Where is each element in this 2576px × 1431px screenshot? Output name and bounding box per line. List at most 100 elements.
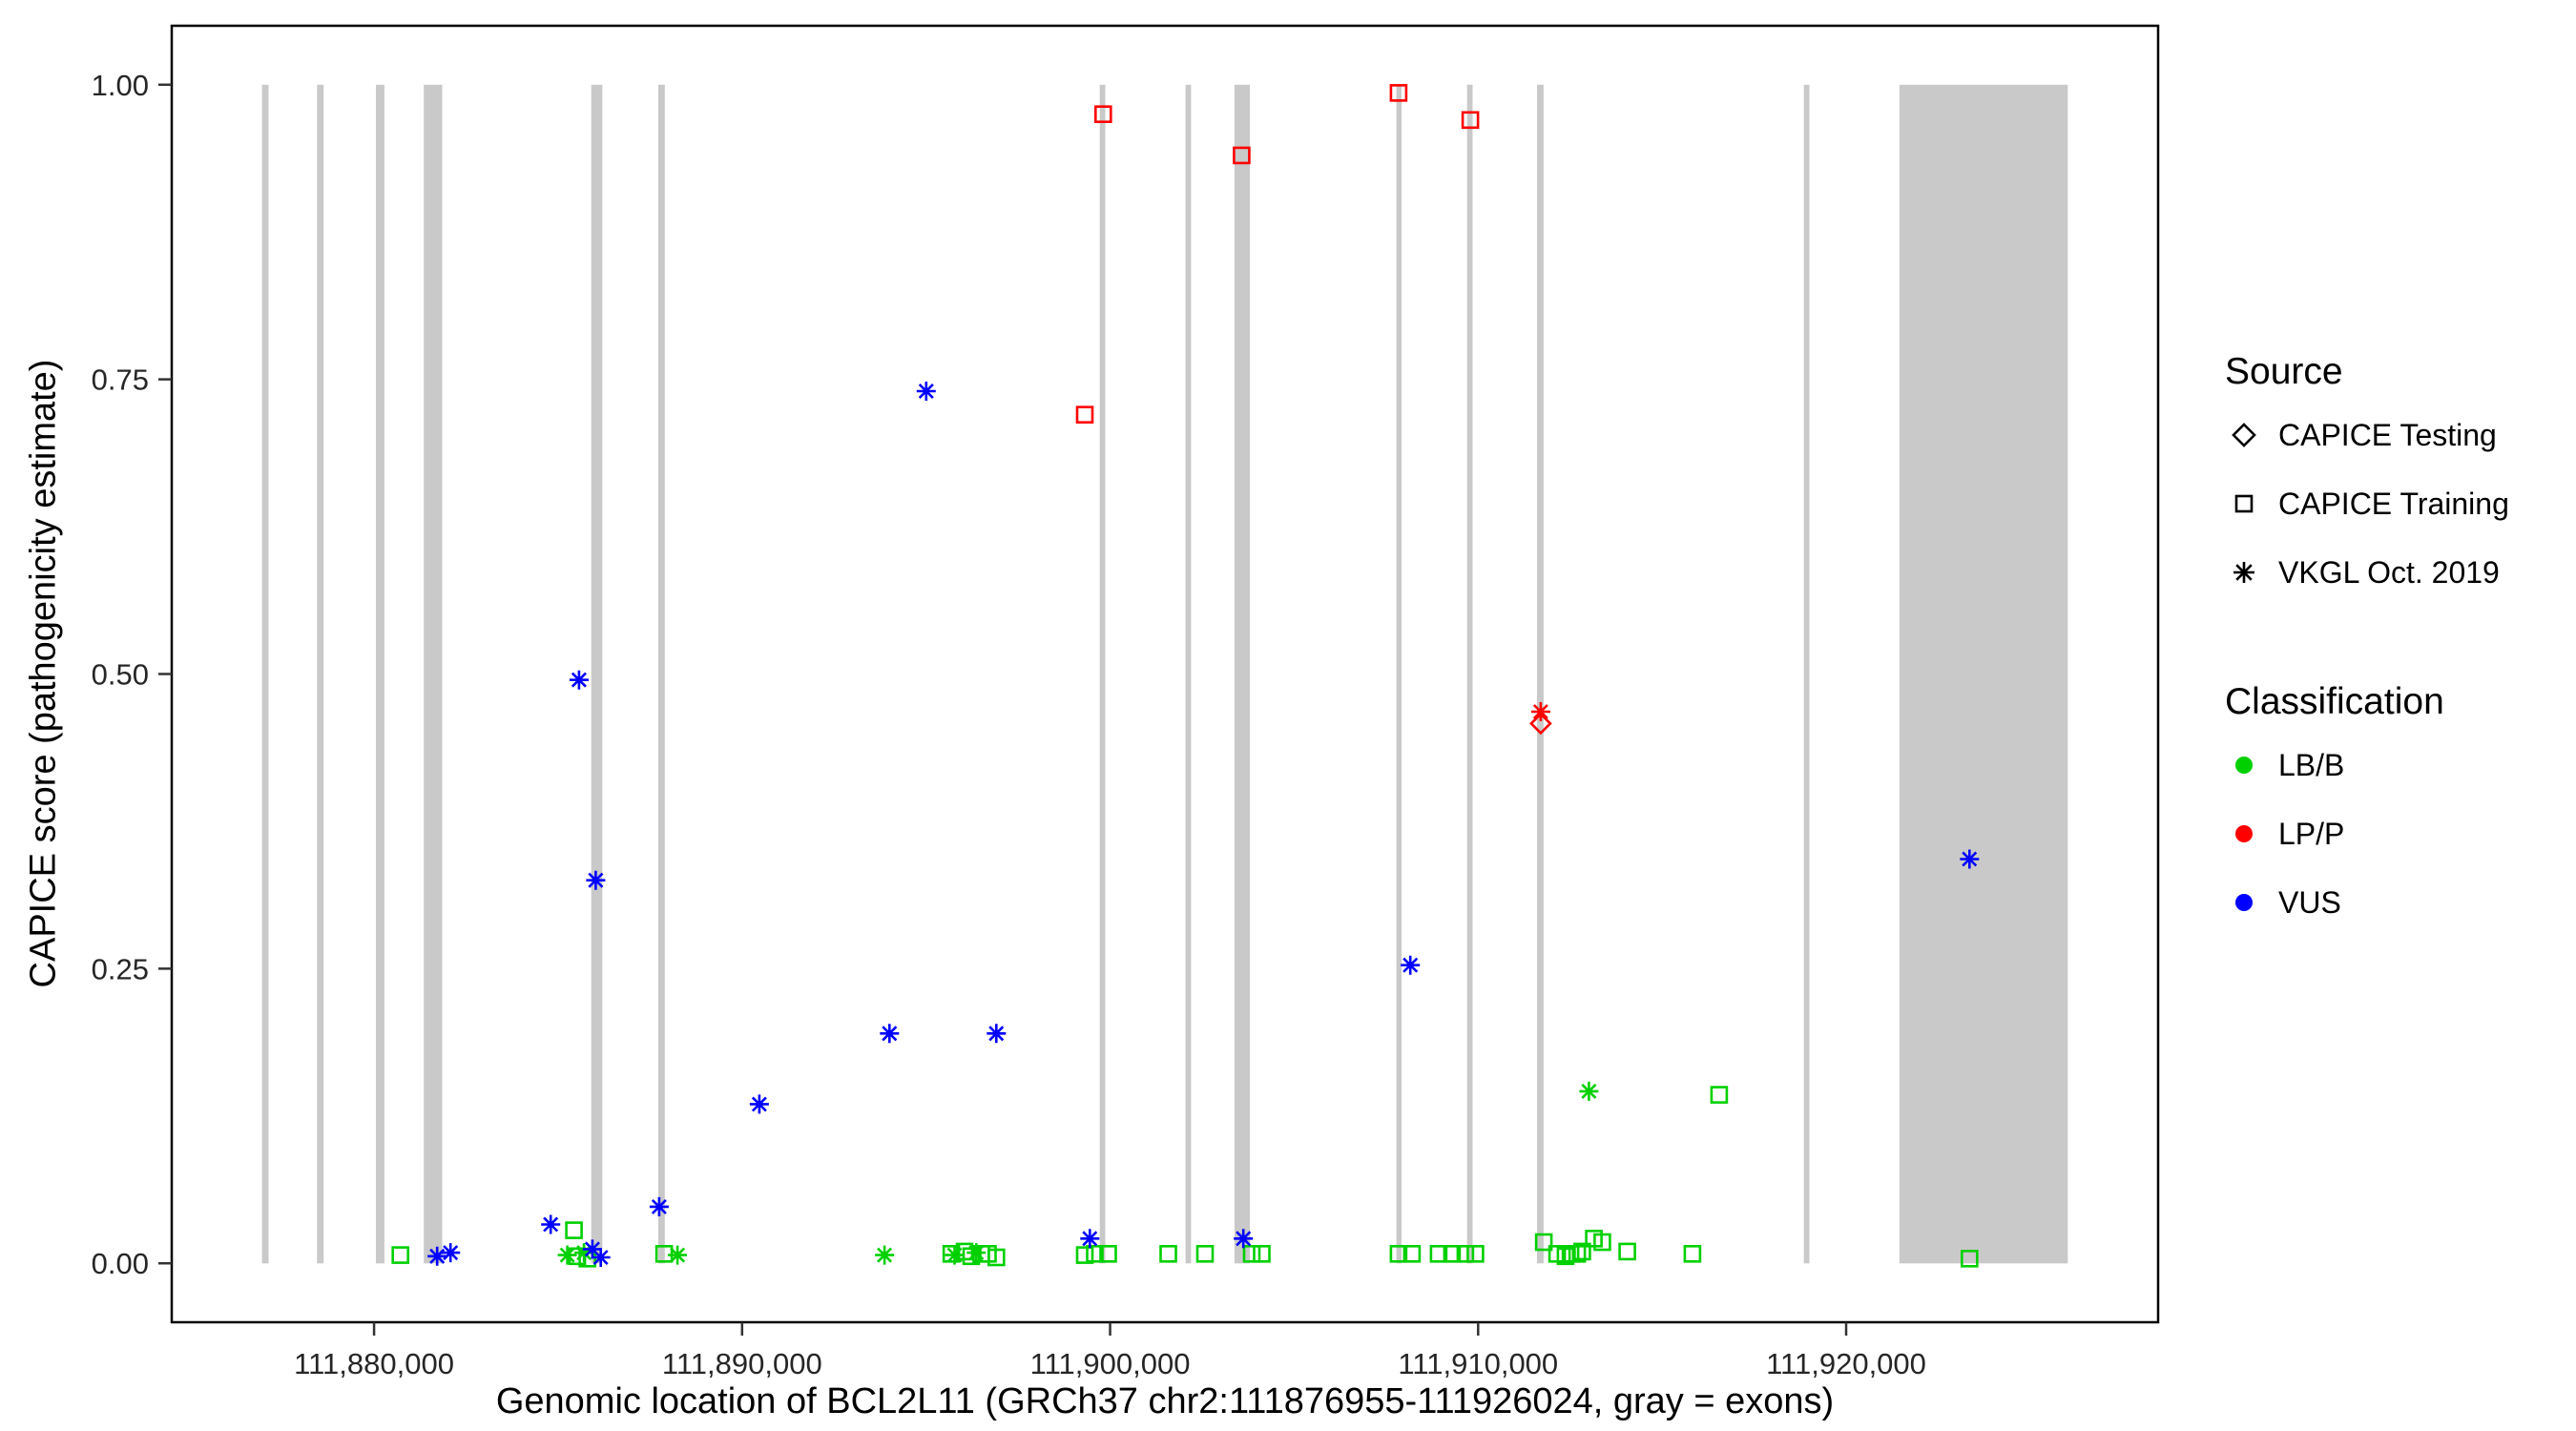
data-point [1710, 1086, 1729, 1104]
exon-band [424, 84, 443, 1264]
data-point [1253, 1245, 1271, 1263]
x-tick-label: 111,920,000 [1766, 1347, 1926, 1380]
data-point [1579, 1081, 1599, 1101]
legend-item-label: CAPICE Training [2278, 486, 2509, 521]
legend-item-capice-training: CAPICE Training [2225, 469, 2568, 538]
data-point [441, 1243, 461, 1263]
y-axis-title: CAPICE score (pathogenicity estimate) [23, 359, 64, 988]
data-point [557, 1245, 577, 1265]
data-point [1099, 1245, 1117, 1263]
data-point [1429, 1245, 1448, 1263]
data-point [1618, 1242, 1636, 1261]
y-tick-label: 0.00 [92, 1247, 149, 1280]
data-point [1593, 1233, 1611, 1252]
exon-band [1234, 84, 1251, 1264]
series-vus-asterisk [427, 382, 1980, 1267]
y-tick-label: 0.75 [92, 363, 149, 397]
data-point [565, 1221, 583, 1239]
panel-border [170, 24, 2160, 1324]
series-lpp-diamond [1529, 712, 1552, 736]
data-point [391, 1246, 410, 1264]
y-tick-label: 0.25 [92, 952, 149, 985]
data-point [1568, 1245, 1587, 1263]
legend-source-title: Source [2225, 351, 2343, 392]
data-point [987, 1024, 1007, 1044]
data-point [1456, 1245, 1475, 1263]
series-lbb-square [391, 1086, 1979, 1268]
exon-band [1099, 84, 1106, 1264]
data-point [1159, 1245, 1177, 1263]
data-point [1234, 1229, 1254, 1249]
data-point [1080, 1229, 1100, 1249]
data-point [1443, 1245, 1462, 1263]
data-point [875, 1245, 895, 1265]
legend-item-label: CAPICE Testing [2278, 417, 2497, 452]
x-tick-label: 111,900,000 [1030, 1347, 1191, 1380]
data-point [880, 1024, 900, 1044]
legend-item-vkgl: VKGL Oct. 2019 [2225, 538, 2568, 607]
data-point [1960, 849, 1980, 869]
data-point [668, 1245, 688, 1265]
blue-dot-icon [2235, 894, 2253, 911]
exon-band [1803, 84, 1810, 1264]
data-point [427, 1246, 447, 1266]
series-lbb-asterisk [557, 1081, 1599, 1265]
y-tick-label: 1.00 [92, 69, 149, 102]
legend-item-label: LB/B [2278, 747, 2345, 782]
legend-group-source: Source CAPICE Testing CAPICE Training VK… [2225, 351, 2568, 607]
x-tick-label: 111,890,000 [662, 1347, 822, 1380]
exon-band [1396, 84, 1402, 1264]
legend-item-capice-testing: CAPICE Testing [2225, 401, 2568, 469]
legend-item-label: VKGL Oct. 2019 [2278, 554, 2500, 590]
exon-band [317, 84, 324, 1264]
exon-band [376, 84, 384, 1264]
data-point [1402, 1245, 1422, 1263]
x-axis-title: Genomic location of BCL2L11 (GRCh37 chr2… [495, 1381, 1835, 1421]
square-icon [2234, 494, 2254, 513]
data-point [916, 382, 936, 401]
exon-band [1537, 84, 1544, 1264]
exon-band [657, 84, 665, 1264]
exon-band [1185, 84, 1192, 1264]
data-point [1573, 1242, 1591, 1261]
x-tick-label: 111,880,000 [294, 1347, 454, 1380]
data-point [1556, 1247, 1575, 1266]
legend-group-classification: Classification LB/B LP/P VUS [2225, 681, 2568, 937]
legend-item-lpp: LP/P [2225, 799, 2568, 868]
data-point [569, 670, 589, 690]
data-point [1683, 1245, 1702, 1263]
exon-band [261, 84, 269, 1264]
data-point [749, 1094, 769, 1114]
data-point [1389, 1245, 1408, 1263]
green-dot-icon [2235, 757, 2253, 774]
data-point [649, 1196, 669, 1216]
data-point [1466, 1245, 1485, 1263]
data-point [1530, 702, 1550, 721]
data-point [1529, 712, 1552, 736]
data-point [541, 1214, 561, 1234]
data-point [1242, 1245, 1261, 1263]
data-point [945, 1245, 965, 1265]
data-point [1075, 1246, 1094, 1264]
y-tick-label: 0.50 [92, 658, 149, 692]
legend-item-vus: VUS [2225, 868, 2568, 937]
axes: 111,880,000 111,890,000 111,900,000 111,910… [92, 69, 1926, 1380]
data-point [987, 1248, 1006, 1267]
data-point [966, 1243, 987, 1263]
exon-band [1466, 84, 1473, 1264]
diamond-icon [2232, 423, 2256, 447]
data-point [1094, 105, 1112, 123]
data-point [1534, 1233, 1553, 1252]
data-point [1233, 146, 1251, 165]
legend-classification-title: Classification [2225, 681, 2444, 722]
exon-bands [261, 84, 2068, 1264]
series-lpp-square [1075, 84, 1480, 425]
data-point [1461, 111, 1480, 130]
x-tick-label: 111,910,000 [1398, 1347, 1558, 1380]
legend-item-label: VUS [2278, 884, 2341, 920]
legend: Source CAPICE Testing CAPICE Training VK… [2225, 351, 2568, 937]
exon-band [591, 84, 603, 1264]
exon-band [1899, 84, 2068, 1264]
data-point [1195, 1245, 1215, 1263]
